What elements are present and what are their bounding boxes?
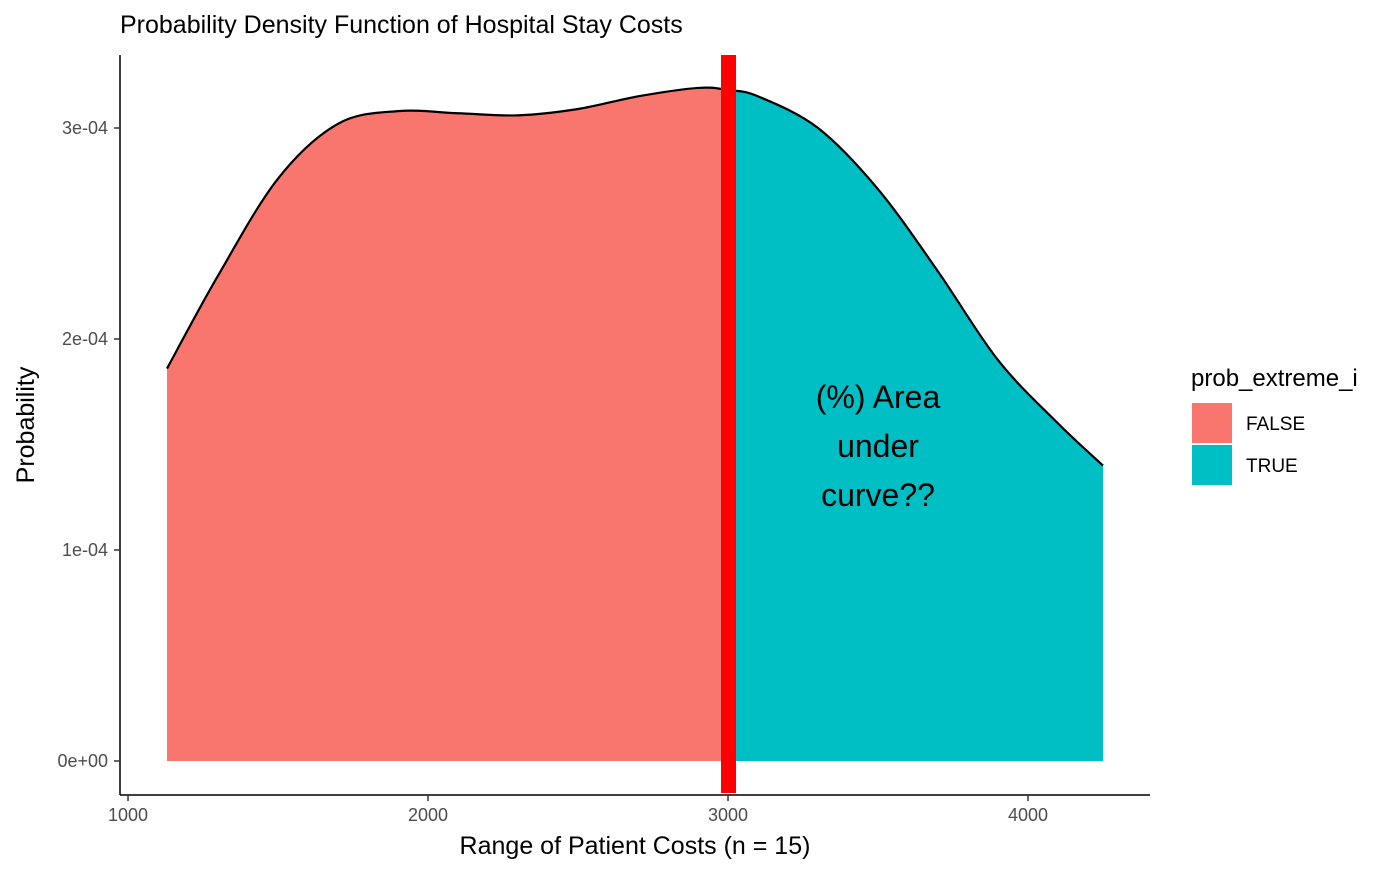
annotation-line: under xyxy=(837,428,919,464)
x-tick-label: 1000 xyxy=(108,805,148,825)
legend-title: prob_extreme_i xyxy=(1191,365,1358,392)
area-true xyxy=(728,90,1103,761)
annotation-line: curve?? xyxy=(821,477,935,513)
legend: prob_extreme_i FALSE TRUE xyxy=(1191,365,1358,485)
y-tick-label: 1e-04 xyxy=(62,540,108,560)
y-axis-title: Probability xyxy=(12,366,40,483)
area-annotation: (%) Area under curve?? xyxy=(816,379,941,513)
y-tick-label: 0e+00 xyxy=(57,751,108,771)
area-false xyxy=(167,87,728,761)
y-tick-label: 2e-04 xyxy=(62,329,108,349)
y-tick-label: 3e-04 xyxy=(62,118,108,138)
density-curve xyxy=(166,86,1104,467)
x-tick-label: 3000 xyxy=(708,805,748,825)
x-tick-label: 2000 xyxy=(408,805,448,825)
chart-title: Probability Density Function of Hospital… xyxy=(120,11,683,39)
annotation-line: (%) Area xyxy=(816,379,941,415)
threshold-line xyxy=(721,55,736,793)
legend-key-true xyxy=(1192,445,1232,485)
legend-label: FALSE xyxy=(1246,414,1305,435)
density-areas xyxy=(167,87,1103,761)
legend-entries: FALSE TRUE xyxy=(1192,403,1305,485)
x-axis-ticks: 1000 2000 3000 4000 xyxy=(108,795,1048,825)
legend-label: TRUE xyxy=(1246,456,1298,477)
x-axis-title: Range of Patient Costs (n = 15) xyxy=(460,832,811,860)
x-tick-label: 4000 xyxy=(1008,805,1048,825)
legend-key-false xyxy=(1192,403,1232,443)
y-axis-ticks: 0e+00 1e-04 2e-04 3e-04 xyxy=(57,118,120,771)
